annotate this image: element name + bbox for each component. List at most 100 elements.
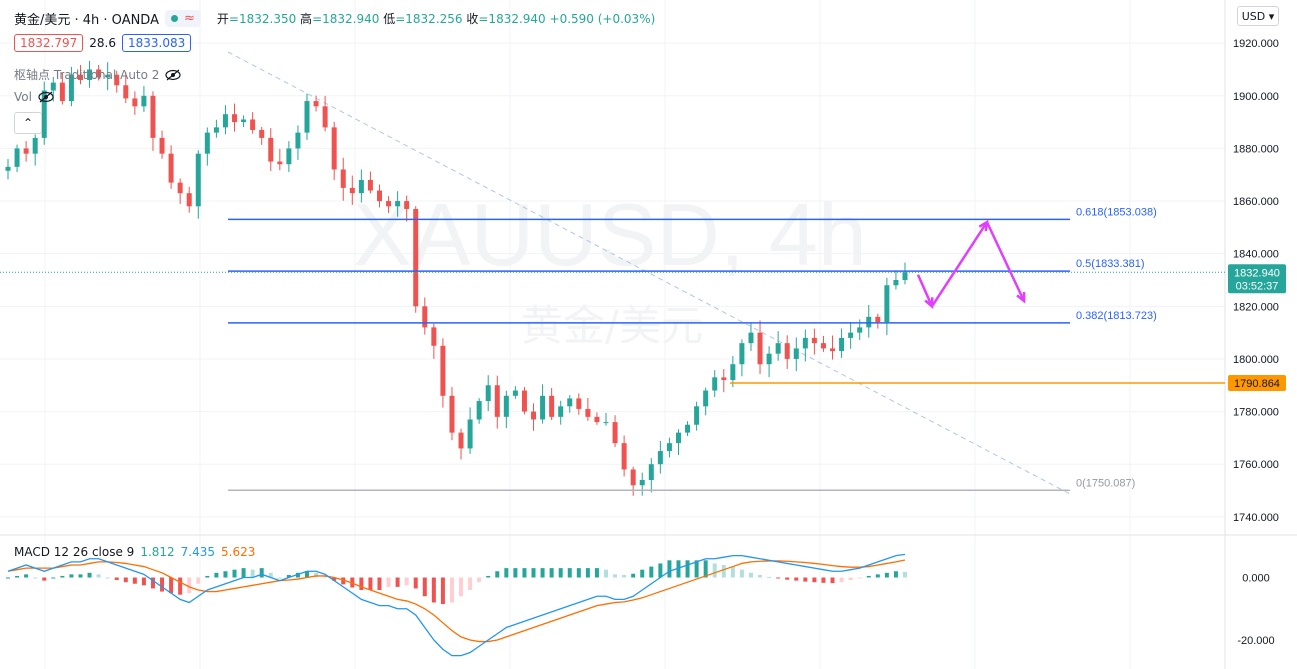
macd-histogram-bar [893, 571, 898, 578]
candle [304, 93, 310, 140]
candle-body [848, 332, 854, 338]
macd-histogram-bar [33, 577, 38, 579]
candle [494, 375, 500, 429]
macd-histogram-bar [857, 577, 862, 579]
macd-histogram-bar [6, 577, 10, 579]
candle-body [494, 385, 500, 417]
candle-body [404, 201, 410, 209]
candle [712, 370, 718, 398]
candle-body [413, 208, 419, 307]
price-tick-label: 1920.000 [1233, 38, 1279, 50]
wave-icon: ≈ [183, 10, 195, 26]
macd-histogram-bar [232, 569, 237, 578]
candle [358, 169, 364, 203]
candle [204, 127, 210, 166]
high-label: 高 [300, 11, 313, 26]
macd-histogram-bar [803, 577, 808, 582]
support-price-tag [1228, 374, 1286, 391]
currency-select[interactable]: USD ▾ [1237, 6, 1279, 26]
macd-histogram-bar [712, 563, 717, 578]
candle [105, 62, 111, 91]
macd-title: MACD 12 26 close 9 [14, 545, 135, 559]
candle-body [150, 95, 156, 138]
candle-body [114, 74, 120, 86]
candle-body [531, 411, 537, 420]
price-tick-label: 1900.000 [1233, 91, 1279, 103]
candle [540, 384, 546, 424]
macd-legend[interactable]: MACD 12 26 close 9 1.812 7.435 5.623 [14, 545, 255, 559]
candle [884, 277, 890, 336]
macd-histogram-bar [604, 569, 608, 578]
candle-body [467, 419, 473, 449]
candle-body [232, 114, 238, 123]
candle-body [5, 166, 11, 171]
candle [449, 386, 455, 441]
candle-body [204, 132, 210, 154]
candle [748, 323, 754, 352]
volume-indicator-legend[interactable]: Vol [14, 90, 54, 104]
candle [549, 387, 555, 421]
sell-price-button[interactable]: 1832.797 [14, 34, 84, 52]
macd-histogram-bar [341, 577, 346, 585]
candle-body [59, 82, 65, 102]
macd-histogram-value: 1.812 [140, 545, 175, 559]
macd-histogram-bar [332, 577, 337, 581]
candle [68, 66, 74, 107]
macd-histogram-bar [24, 574, 29, 578]
candle-body [802, 337, 808, 349]
candle [485, 375, 491, 412]
eye-hidden-icon[interactable] [38, 91, 54, 103]
candle [186, 186, 192, 213]
macd-histogram-bar [241, 568, 246, 578]
macd-histogram-bar [567, 568, 572, 578]
candle [902, 262, 908, 285]
eye-hidden-icon[interactable] [165, 69, 182, 81]
symbol-header: 黄金/美元 · 4h · OANDA ≈ 开=1832.350 高=1832.9… [14, 8, 655, 28]
candle-body [132, 98, 138, 107]
watermark-symbol: XAUUSD, 4h [353, 185, 867, 284]
candle [177, 178, 183, 204]
status-indicator[interactable]: ≈ [164, 9, 201, 27]
candle [512, 386, 518, 399]
macd-histogram-bar [96, 574, 101, 578]
candle [32, 134, 38, 166]
candle [96, 64, 102, 81]
collapse-legend-button[interactable]: ⌃ [14, 112, 42, 134]
low-value: =1832.256 [395, 11, 463, 26]
macd-histogram-bar [658, 563, 663, 578]
candle-body [485, 385, 491, 402]
fib-level-label: 0.382(1813.723) [1076, 310, 1157, 322]
macd-histogram-bar [758, 575, 763, 578]
macd-histogram-bar [114, 577, 119, 580]
projection-arrowhead [1016, 292, 1026, 304]
macd-histogram [6, 560, 907, 605]
macd-histogram-bar [649, 566, 654, 578]
candle [77, 65, 83, 85]
macd-histogram-bar [277, 577, 282, 579]
candle [802, 329, 808, 362]
projection-segment [985, 221, 1026, 302]
candle-body [549, 395, 555, 417]
macd-line-value: 7.435 [180, 545, 216, 559]
candle-body [739, 343, 745, 365]
projection-segment [916, 274, 934, 307]
candle [386, 196, 392, 214]
macd-histogram-bar [522, 568, 527, 578]
candle [476, 398, 482, 424]
candle-body [50, 82, 56, 91]
candle [467, 407, 473, 454]
candle [721, 369, 727, 393]
pivot-indicator-legend[interactable]: 枢轴点 Traditional Auto 2 [14, 66, 182, 83]
candle-body [757, 332, 763, 365]
watermark-name: 黄金/美元 [521, 301, 703, 350]
candle [621, 435, 627, 477]
candle [730, 356, 736, 388]
candle [404, 195, 410, 222]
buy-price-button[interactable]: 1833.083 [121, 34, 192, 52]
macd-histogram-bar [449, 577, 454, 603]
symbol-title[interactable]: 黄金/美元 · 4h · OANDA [14, 12, 159, 28]
candle-body [304, 101, 310, 133]
candle [612, 415, 618, 447]
fib-level-label: 0.5(1833.381) [1076, 258, 1145, 270]
